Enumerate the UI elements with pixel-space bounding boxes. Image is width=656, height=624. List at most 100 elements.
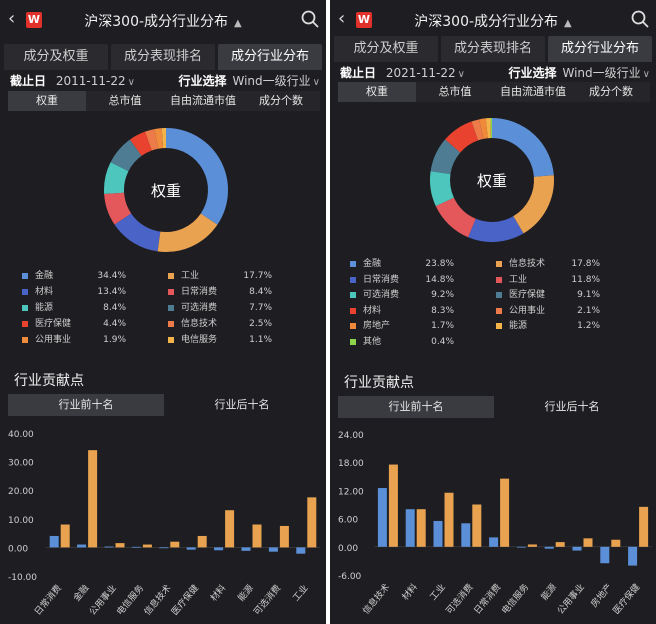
bar-orange[interactable] — [60, 524, 70, 548]
donut-slice-4[interactable] — [430, 171, 455, 207]
donut-slice-8[interactable] — [154, 128, 164, 149]
tab-performance-rank[interactable]: 成分表现排名 — [441, 36, 545, 62]
segment-weight[interactable]: 权重 — [338, 82, 416, 102]
bar-blue[interactable] — [433, 520, 443, 547]
legend-item[interactable]: 可选消费 9.2% — [350, 289, 490, 301]
legend-item[interactable]: 工业 11.8% — [496, 274, 636, 286]
segment-count[interactable]: 成分个数 — [589, 85, 633, 98]
segment-float-cap[interactable]: 自由流通市值 — [170, 94, 236, 107]
segment-total-cap[interactable]: 总市值 — [108, 94, 142, 107]
donut-slice-4[interactable] — [104, 162, 129, 194]
tab-top-ten[interactable]: 行业前十名 — [8, 394, 164, 416]
bar-blue[interactable] — [461, 523, 471, 547]
search-icon[interactable] — [630, 9, 650, 29]
legend-item[interactable]: 工业 17.7% — [168, 270, 308, 282]
bar-orange[interactable] — [225, 510, 235, 548]
donut-slice-0[interactable] — [491, 118, 554, 178]
bar-orange[interactable] — [170, 541, 180, 548]
donut-slice-5[interactable] — [110, 139, 142, 172]
bar-orange[interactable] — [197, 535, 207, 548]
legend-item[interactable]: 日常消费 8.4% — [168, 286, 308, 298]
donut-slice-1[interactable] — [157, 213, 218, 252]
donut-slice-0[interactable] — [165, 128, 228, 225]
legend-item[interactable]: 公用事业 1.9% — [22, 334, 162, 346]
bar-blue[interactable] — [544, 546, 554, 549]
donut-slice-2[interactable] — [114, 213, 161, 252]
bar-blue[interactable] — [296, 547, 306, 554]
legend-item[interactable]: 信息技术 2.5% — [168, 318, 308, 330]
tab-bottom-ten[interactable]: 行业后十名 — [494, 396, 650, 418]
bar-orange[interactable] — [527, 544, 537, 547]
donut-slice-1[interactable] — [512, 175, 554, 234]
caret-up-icon[interactable]: ▲ — [234, 18, 242, 29]
legend-item[interactable]: 能源 1.2% — [496, 320, 636, 332]
industry-selector[interactable]: 行业选择 Wind一级行业 ∨ — [178, 72, 320, 89]
caret-up-icon[interactable]: ▲ — [564, 18, 572, 29]
donut-slice-6[interactable] — [445, 121, 479, 153]
bar-orange[interactable] — [472, 504, 482, 547]
bar-blue[interactable] — [241, 547, 251, 551]
bar-blue[interactable] — [489, 537, 499, 547]
segment-count[interactable]: 成分个数 — [259, 94, 303, 107]
bar-orange[interactable] — [639, 506, 649, 547]
legend-item[interactable]: 公用事业 2.1% — [496, 305, 636, 317]
date-picker[interactable]: 2021-11-22 ∨ — [380, 66, 465, 80]
legend-item[interactable]: 金融 34.4% — [22, 270, 162, 282]
bar-orange[interactable] — [252, 524, 262, 548]
bar-blue[interactable] — [405, 509, 415, 547]
bar-orange[interactable] — [611, 539, 621, 547]
bar-blue[interactable] — [572, 546, 582, 551]
tab-components-weight[interactable]: 成分及权重 — [4, 44, 108, 70]
back-arrow-icon[interactable]: ‹ — [338, 8, 346, 29]
tab-components-weight[interactable]: 成分及权重 — [334, 36, 438, 62]
back-arrow-icon[interactable]: ‹ — [8, 8, 16, 29]
tab-top-ten[interactable]: 行业前十名 — [338, 396, 494, 418]
tab-industry-distribution[interactable]: 成分行业分布 — [548, 36, 652, 62]
legend-item[interactable]: 材料 13.4% — [22, 286, 162, 298]
bar-orange[interactable] — [555, 542, 565, 547]
bar-blue[interactable] — [49, 535, 59, 548]
legend-item[interactable]: 电信服务 1.1% — [168, 334, 308, 346]
legend-item[interactable]: 医疗保健 4.4% — [22, 318, 162, 330]
bar-blue[interactable] — [77, 544, 87, 548]
bar-orange[interactable] — [388, 464, 398, 547]
bar-blue[interactable] — [268, 547, 278, 552]
industry-selector[interactable]: 行业选择 Wind一级行业 ∨ — [508, 64, 650, 81]
segment-total-cap[interactable]: 总市值 — [438, 85, 472, 98]
donut-slice-5[interactable] — [430, 139, 461, 175]
bar-orange[interactable] — [444, 492, 454, 547]
tab-bottom-ten[interactable]: 行业后十名 — [164, 394, 320, 416]
legend-item[interactable]: 能源 8.4% — [22, 302, 162, 314]
donut-slice-3[interactable] — [104, 192, 132, 225]
bar-orange[interactable] — [279, 525, 289, 548]
bar-orange[interactable] — [88, 450, 98, 548]
bar-orange[interactable] — [307, 497, 317, 548]
legend-item[interactable]: 医疗保健 9.1% — [496, 289, 636, 301]
bar-orange[interactable] — [583, 538, 593, 547]
bar-blue[interactable] — [159, 547, 169, 549]
segment-weight[interactable]: 权重 — [8, 91, 86, 111]
legend-item[interactable]: 材料 8.3% — [350, 305, 490, 317]
legend-item[interactable]: 金融 23.8% — [350, 258, 490, 270]
date-picker[interactable]: 2011-11-22 ∨ — [50, 74, 135, 88]
legend-item[interactable]: 日常消费 14.8% — [350, 274, 490, 286]
bar-blue[interactable] — [377, 488, 387, 547]
bar-orange[interactable] — [500, 478, 510, 547]
bar-blue[interactable] — [628, 546, 638, 566]
page-title[interactable]: 沪深300-成分行业分布 ▲ — [84, 14, 242, 30]
legend-item[interactable]: 可选消费 7.7% — [168, 302, 308, 314]
donut-slice-7[interactable] — [471, 119, 484, 141]
tab-industry-distribution[interactable]: 成分行业分布 — [218, 44, 322, 70]
segment-float-cap[interactable]: 自由流通市值 — [500, 85, 566, 98]
donut-slice-8[interactable] — [479, 118, 488, 139]
bar-blue[interactable] — [600, 546, 610, 564]
search-icon[interactable] — [300, 9, 320, 29]
donut-slice-7[interactable] — [144, 129, 159, 151]
bar-blue[interactable] — [104, 546, 114, 548]
bar-orange[interactable] — [115, 543, 125, 548]
bar-blue[interactable] — [214, 547, 224, 551]
donut-slice-2[interactable] — [468, 215, 524, 242]
bar-blue[interactable] — [186, 547, 196, 550]
bar-orange[interactable] — [142, 544, 152, 548]
legend-item[interactable]: 信息技术 17.8% — [496, 258, 636, 270]
